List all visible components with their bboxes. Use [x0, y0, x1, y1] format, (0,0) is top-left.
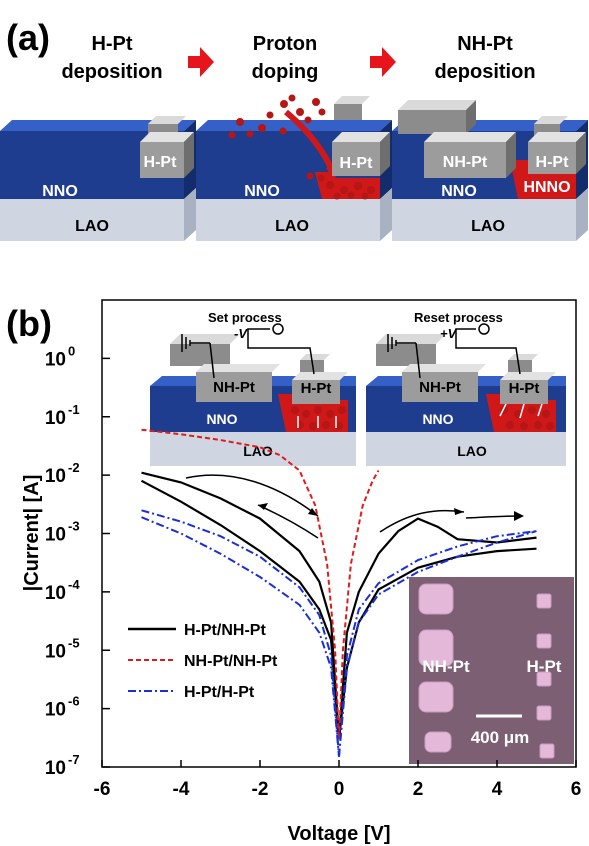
device-step2: H-Pt NNO LAO [196, 94, 392, 241]
device-step3: NH-Pt H-Pt NNO HNNO LAO [392, 100, 588, 241]
series-2-branch-0 [141, 509, 340, 757]
legend-label-1: NH-Pt/NH-Pt [184, 653, 278, 670]
step2-line1: Proton [253, 33, 317, 55]
h-pt-electrode-3 [528, 116, 586, 174]
x-axis-label: Voltage [V] [288, 823, 391, 845]
hnno-label-3: HNNO [523, 179, 570, 196]
inset2-nno-label: NNO [422, 411, 453, 427]
x-tick-label-4: 2 [413, 779, 424, 800]
y-tick-label-2: 10 [45, 466, 66, 487]
nh-pt-label-3: NH-Pt [443, 154, 488, 171]
ground-icon [181, 334, 215, 379]
protons [228, 94, 375, 200]
nno-label-1: NNO [42, 183, 78, 200]
inset1-bias: -V [234, 326, 248, 341]
inset2-lao-label: LAO [457, 443, 487, 459]
inset2-h-pt-electrode [500, 354, 556, 404]
inset-set-process: Set process -V NH-Pt H-Pt NNO LAO [150, 310, 356, 466]
inset1-h-pt-label: H-Pt [301, 380, 332, 397]
x-tick-label-2: -2 [252, 779, 269, 800]
x-tick-label-0: -6 [94, 779, 111, 800]
y-tick-exponent-1: -1 [68, 402, 80, 417]
lao-label-1: LAO [75, 218, 109, 235]
y-tick-exponent-2: -2 [68, 460, 80, 475]
micrograph-inset: NH-Pt H-Pt 400 μm [409, 577, 574, 764]
series-2-branch-3 [338, 530, 537, 757]
inset2-bias: +V [440, 326, 458, 341]
y-tick-label-6: 10 [45, 700, 66, 721]
panel-a: (a) H-Pt deposition Proton doping NH-Pt … [0, 17, 588, 241]
ground-icon-2 [387, 334, 421, 379]
y-tick-exponent-0: 0 [68, 343, 75, 358]
inset1-title: Set process [208, 310, 282, 325]
panel-b-label: (b) [6, 303, 52, 344]
x-tick-label-6: 6 [571, 779, 582, 800]
y-tick-exponent-3: -3 [68, 519, 80, 534]
legend-label-0: H-Pt/NH-Pt [184, 622, 266, 639]
series-1-branch-1 [338, 470, 380, 740]
device-step1: H-Pt NNO LAO [0, 116, 196, 241]
y-tick-label-5: 10 [45, 641, 66, 662]
inset2-nh-pt-electrode [376, 334, 486, 402]
inset1-nh-pt-electrode [170, 334, 280, 402]
y-tick-label-7: 10 [45, 758, 66, 779]
inset1-lao-label: LAO [243, 443, 273, 459]
panel-a-label: (a) [6, 17, 50, 58]
x-tick-label-3: 0 [334, 779, 345, 800]
h-pt-electrode-2 [332, 96, 390, 176]
y-tick-label-4: 10 [45, 583, 66, 604]
legend: H-Pt/NH-Pt NH-Pt/NH-Pt H-Pt/H-Pt [128, 622, 278, 701]
y-tick-exponent-7: -7 [68, 752, 80, 767]
series-1-branch-0 [141, 428, 340, 740]
panel-b: (b) [6, 299, 581, 845]
nh-pt-electrode-3 [398, 100, 516, 178]
y-tick-exponent-4: -4 [68, 577, 80, 592]
lao-label-3: LAO [471, 218, 505, 235]
doping-arrow-icon [284, 109, 335, 172]
inset-reset-process: Reset process +V NH-Pt H-Pt NNO LAO [366, 310, 566, 466]
x-tick-label-5: 4 [492, 779, 503, 800]
series-0-branch-1 [140, 479, 341, 740]
x-tick-label-1: -4 [173, 779, 190, 800]
process-arrow-1-icon [188, 47, 214, 77]
nno-label-3: NNO [441, 183, 477, 200]
step1-line2: deposition [61, 61, 162, 83]
h-pt-label-1: H-Pt [144, 154, 178, 171]
step2-line2: doping [252, 61, 319, 83]
inset1-nno-label: NNO [206, 411, 237, 427]
h-pt-label-2: H-Pt [340, 155, 374, 172]
y-tick-label-0: 10 [45, 349, 66, 370]
lao-label-2: LAO [275, 218, 309, 235]
inset1-nh-pt-label: NH-Pt [213, 379, 255, 396]
series-2-branch-2 [338, 530, 537, 757]
series-2-branch-1 [141, 516, 340, 757]
y-tick-label-3: 10 [45, 525, 66, 546]
step1-line1: H-Pt [91, 33, 132, 55]
step3-line2: deposition [434, 61, 535, 83]
series-0-branch-0 [141, 471, 341, 740]
h-pt-label-3: H-Pt [536, 154, 570, 171]
step3-line1: NH-Pt [457, 33, 513, 55]
legend-label-2: H-Pt/H-Pt [184, 684, 255, 701]
inset2-title: Reset process [414, 310, 503, 325]
scale-bar-label: 400 μm [471, 728, 530, 747]
curves [140, 428, 537, 757]
y-tick-exponent-5: -5 [68, 635, 80, 650]
y-tick-exponent-6: -6 [68, 694, 80, 709]
inset2-nh-pt-label: NH-Pt [419, 379, 461, 396]
micrograph-nh-pt-label: NH-Pt [422, 657, 470, 676]
inset2-h-pt-label: H-Pt [509, 380, 540, 397]
process-arrow-2-icon [370, 47, 396, 77]
y-axis-label: |Current| [A] [21, 475, 43, 592]
h-pt-electrode-1 [140, 116, 194, 178]
nno-label-2: NNO [244, 183, 280, 200]
inset1-h-pt-electrode [292, 354, 348, 404]
micrograph-h-pt-label: H-Pt [527, 657, 562, 676]
y-tick-label-1: 10 [45, 408, 66, 429]
